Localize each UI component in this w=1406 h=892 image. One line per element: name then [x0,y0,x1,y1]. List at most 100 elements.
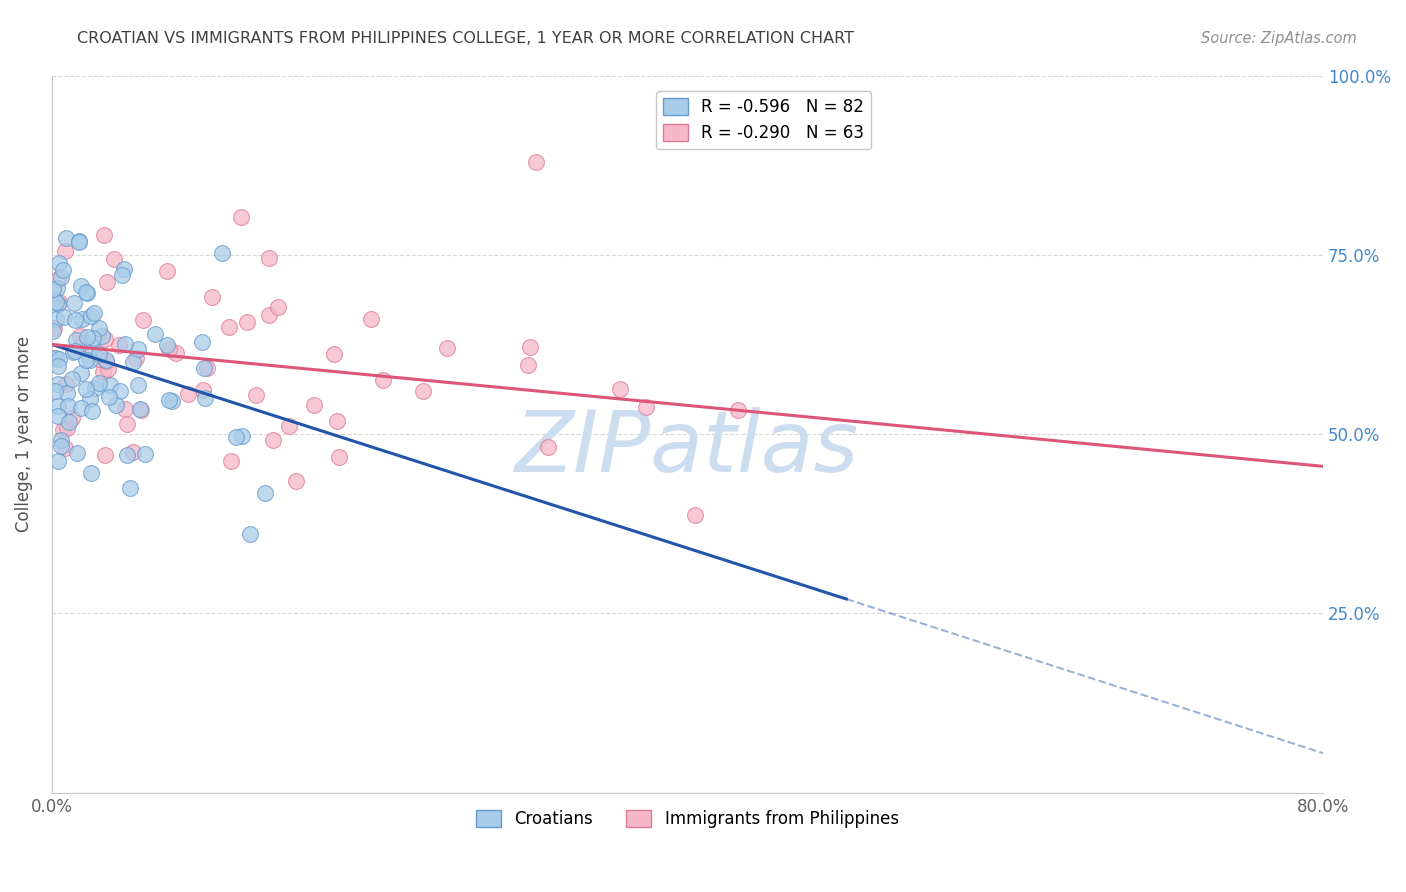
Point [156,338,179,352]
Point [193,392,215,406]
Point [517,358,540,372]
Point [65,334,87,348]
Y-axis label: College, 1 year or more: College, 1 year or more [15,336,32,533]
Point [80,309,103,323]
Point [58,415,80,429]
Point [195,361,218,376]
Point [193,384,215,398]
Point [52,263,75,277]
Point [48,352,70,367]
Point [65,344,87,359]
Point [727,403,749,417]
Point [87,321,110,335]
Point [96,275,118,289]
Point [80,340,103,354]
Point [79,392,101,406]
Point [302,398,325,412]
Point [60,410,83,425]
Point [46,271,69,285]
Point [94,353,117,368]
Point [120,481,142,495]
Point [117,448,139,462]
Point [278,418,301,433]
Point [48,256,70,270]
Point [103,252,125,266]
Point [48,359,70,373]
Point [53,310,76,324]
Point [537,440,560,454]
Point [80,466,103,480]
Point [231,429,253,443]
Text: Source: ZipAtlas.com: Source: ZipAtlas.com [1201,31,1357,46]
Point [48,295,70,310]
Point [45,312,67,326]
Point [236,315,259,329]
Point [45,295,67,310]
Point [76,330,98,344]
Point [69,329,91,343]
Point [44,384,66,399]
Point [42,321,65,335]
Point [436,341,458,355]
Point [67,234,90,248]
Point [69,278,91,293]
Point [83,306,105,320]
Point [65,313,87,327]
Point [156,264,179,278]
Point [60,372,83,386]
Point [634,400,657,414]
Point [257,251,280,265]
Text: ZIPatlas: ZIPatlas [516,407,859,490]
Point [328,450,350,464]
Point [519,340,541,354]
Point [114,402,136,417]
Point [193,361,215,376]
Point [53,441,76,455]
Point [129,402,152,417]
Point [218,320,240,334]
Point [55,377,77,392]
Point [112,261,135,276]
Point [257,308,280,322]
Point [191,335,214,350]
Point [72,335,94,350]
Point [104,398,127,412]
Legend: Croatians, Immigrants from Philippines: Croatians, Immigrants from Philippines [470,803,905,835]
Point [176,387,198,401]
Point [267,300,290,314]
Point [66,446,89,460]
Point [46,377,69,392]
Point [91,329,114,343]
Point [609,382,631,396]
Point [46,454,69,468]
Point [245,388,267,402]
Point [63,295,86,310]
Point [373,373,395,387]
Point [42,351,65,366]
Point [49,440,72,454]
Point [70,311,93,326]
Point [49,434,72,448]
Point [111,268,134,282]
Point [53,244,76,258]
Point [94,332,117,346]
Point [79,353,101,368]
Point [94,448,117,462]
Point [98,378,121,392]
Point [42,292,65,306]
Text: CROATIAN VS IMMIGRANTS FROM PHILIPPINES COLLEGE, 1 YEAR OR MORE CORRELATION CHAR: CROATIAN VS IMMIGRANTS FROM PHILIPPINES … [77,31,855,46]
Point [157,393,180,408]
Point [62,345,84,359]
Point [42,325,65,339]
Point [127,377,149,392]
Point [127,342,149,356]
Point [55,231,77,245]
Point [231,210,253,224]
Point [284,474,307,488]
Point [83,381,105,395]
Point [412,384,434,398]
Point [122,445,145,459]
Point [108,338,131,352]
Point [67,235,90,250]
Point [211,246,233,260]
